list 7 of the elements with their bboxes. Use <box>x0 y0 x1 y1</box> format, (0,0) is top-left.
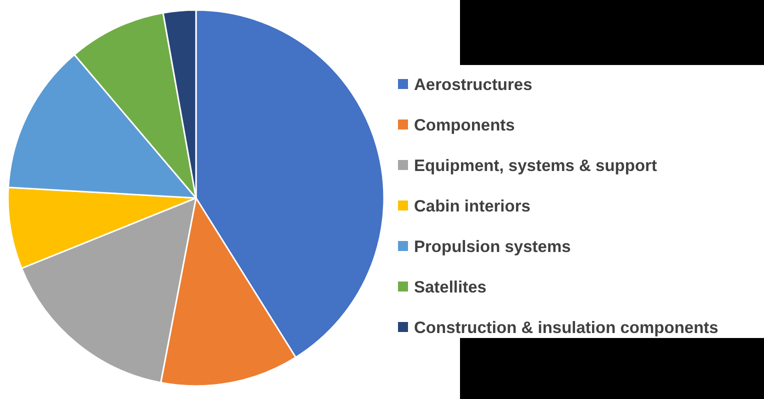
legend-label: Equipment, systems & support <box>414 157 658 175</box>
legend-label: Satellites <box>414 278 486 296</box>
legend-label: Propulsion systems <box>414 238 571 256</box>
legend-label: Cabin interiors <box>414 198 530 216</box>
legend-label: Components <box>414 116 515 134</box>
legend-label: Aerostructures <box>414 76 532 94</box>
legend-label: Construction & insulation components <box>414 319 718 337</box>
